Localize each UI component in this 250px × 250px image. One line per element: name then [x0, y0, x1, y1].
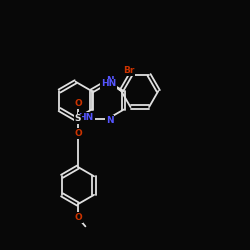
Text: O: O	[74, 129, 82, 138]
Text: O: O	[74, 100, 82, 108]
Text: S: S	[75, 114, 81, 123]
Text: HN: HN	[101, 80, 116, 88]
Text: O: O	[74, 213, 82, 222]
Text: N: N	[106, 76, 114, 84]
Text: HN: HN	[78, 113, 94, 122]
Text: Br: Br	[123, 66, 134, 76]
Text: N: N	[106, 116, 114, 125]
